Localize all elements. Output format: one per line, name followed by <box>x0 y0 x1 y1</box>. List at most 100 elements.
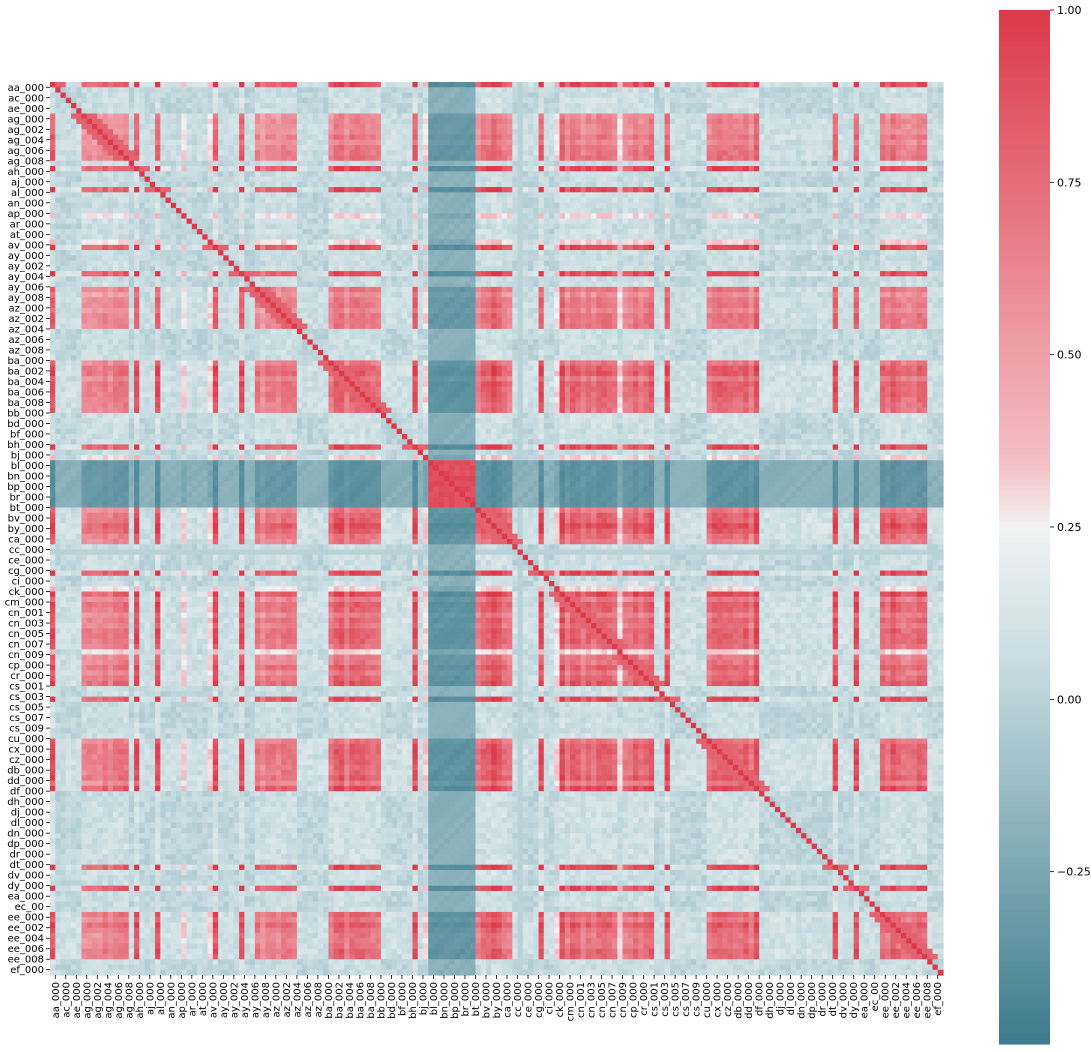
heatmap-cell <box>275 118 282 125</box>
heatmap-cell <box>895 82 902 88</box>
heatmap-cell <box>249 103 256 109</box>
heatmap-cell <box>333 155 340 162</box>
heatmap-cell <box>449 129 456 136</box>
heatmap-cell <box>885 166 892 172</box>
heatmap-cell <box>617 202 624 209</box>
heatmap-cell <box>837 229 844 235</box>
heatmap-cell <box>596 192 603 199</box>
heatmap-cell <box>921 176 928 183</box>
heatmap-cell <box>344 103 351 109</box>
heatmap-cell <box>885 118 892 125</box>
heatmap-cell <box>149 139 156 146</box>
heatmap-cell <box>60 202 67 209</box>
heatmap-cell <box>638 129 645 136</box>
heatmap-cell <box>338 160 345 167</box>
heatmap-cell <box>160 208 167 214</box>
heatmap-cell <box>879 139 886 146</box>
heatmap-cell <box>186 139 193 146</box>
heatmap-cell <box>911 139 918 146</box>
heatmap-cell <box>354 108 361 115</box>
heatmap-cell <box>170 234 177 241</box>
heatmap-cell <box>769 208 776 214</box>
heatmap-cell <box>443 171 450 178</box>
heatmap-cell <box>212 197 219 204</box>
heatmap-cell <box>496 118 503 125</box>
heatmap-cell <box>449 166 456 172</box>
heatmap-cell <box>727 166 734 172</box>
heatmap-cell <box>123 171 130 178</box>
heatmap-cell <box>780 134 787 141</box>
heatmap-cell <box>501 192 508 199</box>
heatmap-cell <box>412 108 419 115</box>
heatmap-cell <box>380 166 387 172</box>
heatmap-cell <box>612 171 618 178</box>
heatmap-cell <box>522 139 529 146</box>
heatmap-cell <box>113 113 119 120</box>
heatmap-cell <box>160 97 167 104</box>
heatmap-cell <box>176 166 182 172</box>
heatmap-cell <box>128 213 135 220</box>
heatmap-cell <box>858 202 865 209</box>
heatmap-cell <box>774 223 781 230</box>
heatmap-cell <box>186 234 193 241</box>
heatmap-cell <box>181 171 188 178</box>
heatmap-cell <box>722 160 729 167</box>
heatmap-cell <box>81 124 88 130</box>
heatmap-cell <box>864 160 871 167</box>
heatmap-cell <box>654 218 660 225</box>
heatmap-cell <box>92 202 98 209</box>
heatmap-cell <box>643 218 650 225</box>
heatmap-cell <box>275 87 282 94</box>
heatmap-cell <box>65 145 72 151</box>
heatmap-cell <box>858 97 865 104</box>
heatmap-cell <box>864 145 871 151</box>
heatmap-cell <box>459 82 466 88</box>
heatmap-cell <box>559 155 566 162</box>
heatmap-cell <box>580 108 587 115</box>
heatmap-cell <box>97 218 104 225</box>
heatmap-cell <box>528 229 534 235</box>
heatmap-cell <box>638 118 645 125</box>
heatmap-cell <box>911 92 918 99</box>
heatmap-cell <box>690 160 697 167</box>
heatmap-cell <box>827 192 834 199</box>
heatmap-cell <box>438 155 445 162</box>
heatmap-cell <box>380 92 387 99</box>
heatmap-cell <box>470 113 477 120</box>
heatmap-cell <box>191 187 198 193</box>
heatmap-cell <box>491 87 498 94</box>
heatmap-cell <box>144 118 151 125</box>
heatmap-cell <box>759 118 765 125</box>
heatmap-cell <box>748 229 755 235</box>
heatmap-cell <box>155 208 161 214</box>
heatmap-cell <box>722 118 729 125</box>
heatmap-cell <box>822 192 829 199</box>
heatmap-cell <box>134 176 140 183</box>
heatmap-cell <box>412 82 419 88</box>
heatmap-cell <box>480 197 487 204</box>
heatmap-cell <box>97 176 104 183</box>
heatmap-cell <box>401 155 408 162</box>
heatmap-cell <box>853 166 860 172</box>
heatmap-cell <box>92 82 98 88</box>
heatmap-cell <box>76 155 83 162</box>
heatmap-cell <box>732 139 739 146</box>
heatmap-cell <box>459 118 466 125</box>
heatmap-cell <box>879 171 886 178</box>
heatmap-cell <box>669 218 676 225</box>
heatmap-cell <box>685 87 692 94</box>
heatmap-cell <box>738 155 744 162</box>
heatmap-cell <box>65 155 72 162</box>
heatmap-cell <box>774 87 781 94</box>
heatmap-cell <box>113 218 119 225</box>
heatmap-cell <box>669 134 676 141</box>
heatmap-cell <box>822 223 829 230</box>
heatmap-cell <box>102 92 109 99</box>
heatmap-cell <box>927 229 934 235</box>
heatmap-cell <box>701 197 708 204</box>
heatmap-cell <box>155 192 161 199</box>
heatmap-cell <box>517 202 524 209</box>
heatmap-cell <box>354 187 361 193</box>
heatmap-cell <box>144 97 151 104</box>
heatmap-cell <box>76 202 83 209</box>
